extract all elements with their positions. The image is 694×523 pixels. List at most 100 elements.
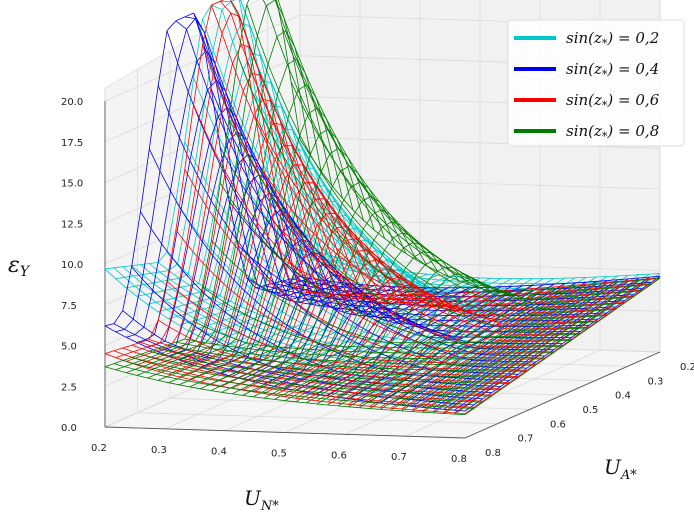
surface-wire (454, 278, 650, 415)
x-tick-label: 0.3 (151, 445, 167, 456)
y-axis-line (464, 351, 661, 439)
surface-wire (157, 105, 354, 313)
chart-surfaces (104, 0, 661, 416)
surface-wire (380, 282, 576, 404)
surface-wire (231, 221, 428, 395)
surface-wire (157, 107, 354, 381)
surface-wire (422, 281, 618, 412)
surface-wire (411, 282, 608, 411)
surface-wire (189, 165, 386, 388)
surface-wire (200, 181, 396, 390)
z-tick-label: 2.5 (61, 382, 77, 393)
y-tick-label: 0.5 (583, 405, 599, 416)
x-tick-label: 0.2 (91, 443, 107, 454)
surface-wire (104, 12, 301, 327)
y-gridline (137, 69, 498, 425)
surface-wire (316, 285, 512, 395)
surface-wire (295, 273, 491, 403)
surface-wire (422, 282, 618, 413)
surface-wire (136, 58, 333, 376)
surface-wire (263, 251, 460, 399)
surface-wire (284, 266, 481, 402)
surface-wire (221, 209, 417, 393)
surface-wire (432, 281, 629, 414)
x-tick-label: 0.4 (211, 447, 227, 458)
surface-wire (104, 0, 301, 368)
surface-wire (443, 280, 640, 414)
surface-wire (104, 0, 301, 270)
surface-wire (432, 280, 629, 412)
legend-label: sin(z*) = 0,2 (566, 29, 659, 50)
surface-wire (253, 242, 449, 398)
z-tick-label: 17.5 (61, 138, 83, 149)
y-tick-label: 0.2 (680, 362, 694, 373)
z-tick-label: 5.0 (61, 342, 77, 353)
y-tick-label: 0.3 (648, 376, 664, 387)
surface-wire (147, 83, 343, 379)
x-axis-title: UN* (244, 486, 279, 514)
surface-wire (454, 278, 650, 414)
x-axis-line (104, 426, 466, 439)
y-gridline (299, 0, 661, 353)
surface-wire (327, 289, 523, 406)
z-axis-title: εY (8, 253, 31, 280)
surface-wire (390, 281, 587, 405)
surface-wire (242, 249, 438, 391)
surface-wire (168, 128, 364, 384)
surface-wire (242, 232, 438, 396)
surface-wire (126, 50, 322, 338)
surface-wire (210, 196, 407, 391)
z-tick-label: 20.0 (61, 97, 83, 108)
surface-wire (380, 286, 576, 410)
surface-wire (316, 284, 512, 405)
surface-wire (178, 149, 375, 326)
surface-wire (157, 122, 354, 372)
chart-legend: sin(z*) = 0,2 sin(z*) = 0,4 sin(z*) = 0,6 s… (507, 19, 685, 147)
surface-wire (147, 80, 343, 305)
surface-wire (115, 12, 311, 358)
y-tick-label: 0.7 (518, 434, 534, 445)
surface-wire (263, 268, 459, 394)
surface-wire (432, 278, 629, 409)
surface-wire (401, 284, 597, 412)
x-tick-label: 0.5 (271, 449, 287, 460)
surface-wire (464, 277, 661, 416)
surface-wire (295, 286, 491, 391)
surface-wire (337, 289, 534, 407)
surface-wire (178, 147, 375, 386)
surface-wire (136, 72, 332, 366)
surface-wire (221, 226, 417, 387)
y-tick-label: 0.8 (485, 448, 501, 459)
surface-wire (115, 0, 311, 371)
z-tick-label: 12.5 (61, 219, 83, 230)
z-tick-label: 10.0 (61, 260, 83, 271)
surface-wire (422, 279, 618, 408)
x-tick-label: 0.8 (451, 454, 467, 465)
x-tick-label: 0.6 (331, 450, 347, 461)
legend-label: sin(z*) = 0,8 (566, 122, 659, 143)
surface-wire (464, 277, 661, 414)
surface-wire (306, 279, 502, 404)
surface-wire (126, 22, 322, 289)
surface-wire (443, 277, 640, 410)
surface-4 (104, 0, 661, 416)
surface-wire (411, 283, 608, 412)
surface-wire (274, 259, 470, 400)
surface-wire (221, 239, 417, 374)
surface-wire (443, 279, 640, 413)
surface-wire (126, 30, 322, 374)
y-axis-title: UA* (604, 455, 637, 483)
legend-label: sin(z*) = 0,4 (566, 60, 659, 81)
surface-wire (115, 17, 311, 333)
y-tick-label: 0.6 (550, 419, 566, 430)
surface-wire (358, 287, 555, 409)
legend-label: sin(z*) = 0,6 (566, 91, 660, 112)
z-tick-label: 7.5 (61, 301, 77, 312)
z-tick-label: 0.0 (61, 423, 77, 434)
surface-wire (369, 286, 565, 409)
surface-wire (136, 52, 332, 297)
x-tick-label: 0.7 (391, 452, 407, 463)
surface-wire (348, 288, 544, 408)
surface-wire (231, 252, 428, 377)
